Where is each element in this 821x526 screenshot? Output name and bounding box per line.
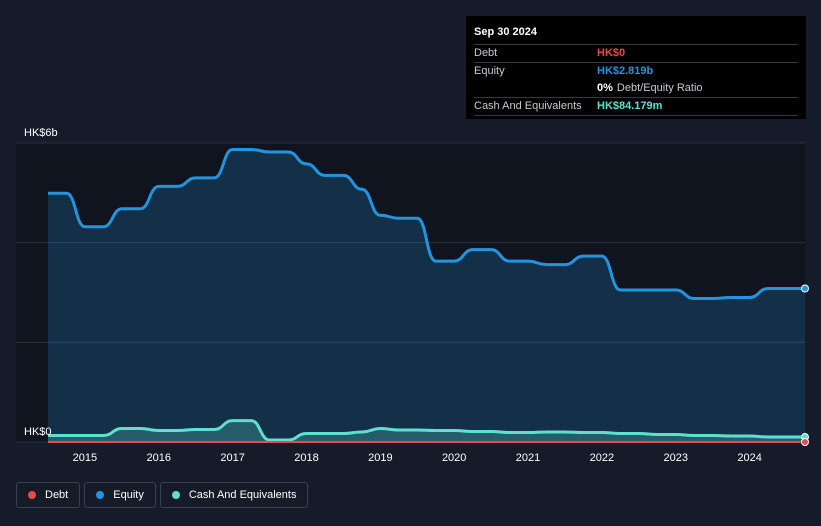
legend-dot-equity-icon <box>96 491 105 499</box>
x-tick-label-2024: 2024 <box>737 452 761 464</box>
x-tick-label-2016: 2016 <box>147 452 171 464</box>
tooltip-ratio-value: 0% <box>597 82 613 94</box>
tooltip-cash-label: Cash And Equivalents <box>474 100 582 112</box>
tooltip-date: Sep 30 2024 <box>474 26 537 38</box>
legend-dot-debt-icon <box>28 491 36 499</box>
legend-item-cash[interactable]: Cash And Equivalents <box>159 482 309 508</box>
legend-label-equity: Equity <box>113 489 144 501</box>
legend-item-debt[interactable]: Debt <box>16 482 81 508</box>
x-tick-label-2015: 2015 <box>73 452 97 464</box>
x-tick-label-2022: 2022 <box>590 452 614 464</box>
tooltip-debt-value: HK$0 <box>597 47 626 59</box>
series-end-markers <box>801 284 809 446</box>
x-tick-label-2019: 2019 <box>368 452 392 464</box>
legend-item-equity[interactable]: Equity <box>84 482 156 508</box>
x-axis-ticks: 2015 2016 2017 2018 2019 2020 2021 2022 2023 2024 <box>73 452 762 464</box>
y-tick-label-bottom: HK$0 <box>24 426 52 438</box>
x-tick-label-2018: 2018 <box>294 452 318 464</box>
tooltip-ratio-label: Debt/Equity Ratio <box>616 82 703 94</box>
x-tick-label-2023: 2023 <box>664 452 688 464</box>
hover-tooltip: Sep 30 2024 Debt HK$0 Equity HK$2.819b 0… <box>466 16 806 119</box>
tooltip-row-equity: Equity HK$2.819b <box>474 62 798 80</box>
end-marker-debt <box>801 438 809 446</box>
y-tick-label-top: HK$6b <box>24 127 58 139</box>
line-cash <box>47 419 805 442</box>
x-tick-label-2020: 2020 <box>442 452 466 464</box>
tooltip-row-cash: Cash And Equivalents HK$84.179m <box>474 97 798 116</box>
area-equity <box>48 149 805 442</box>
legend-dot-cash-icon <box>171 491 180 499</box>
gridlines <box>16 142 805 443</box>
legend-label-debt: Debt <box>45 489 69 501</box>
tooltip-debt-label: Debt <box>474 47 498 59</box>
legend-label-cash: Cash And Equivalents <box>188 489 297 501</box>
tooltip-row-debt: Debt HK$0 <box>474 44 798 62</box>
tooltip-equity-label: Equity <box>474 65 505 77</box>
line-equity <box>48 148 805 301</box>
x-tick-label-2017: 2017 <box>220 452 244 464</box>
tooltip-cash-value: HK$84.179m <box>597 100 663 112</box>
end-marker-equity <box>801 284 809 293</box>
series-lines <box>47 148 805 444</box>
y-axis-ticks: HK$6b HK$0 <box>24 127 58 438</box>
x-tick-label-2021: 2021 <box>516 452 540 464</box>
tooltip-ratio-spacer <box>474 80 597 97</box>
tooltip-row-ratio: 0% Debt/Equity Ratio <box>474 80 798 97</box>
plot-background <box>16 143 805 442</box>
tooltip-equity-value: HK$2.819b <box>597 65 654 77</box>
chart-legend: Debt Equity Cash And Equivalents <box>16 482 312 510</box>
